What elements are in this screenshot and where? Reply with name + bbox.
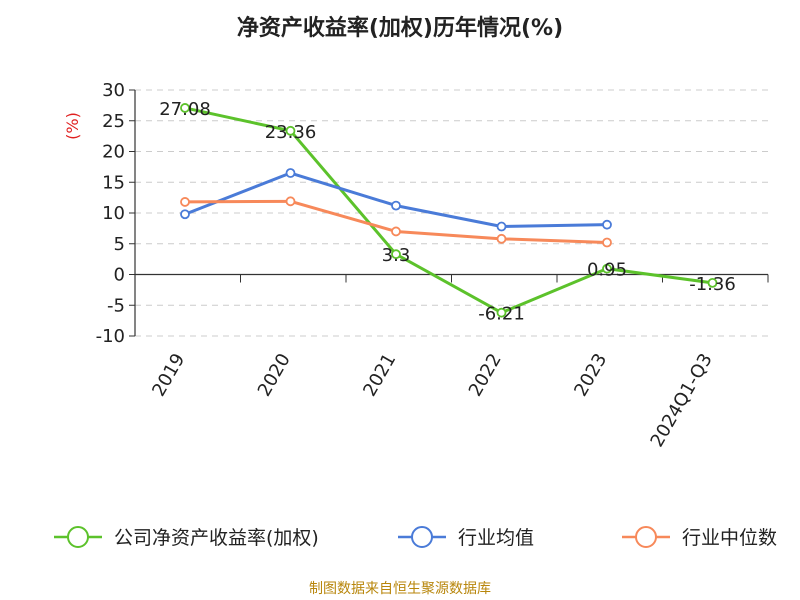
data-point: [391, 200, 401, 211]
data-labels: 27.08 23.36 3.3 -6.21 0.95 -1.36: [159, 99, 736, 325]
x-tick-label: 2022: [465, 350, 506, 400]
legend-circle-icon: [67, 526, 89, 548]
data-label: -6.21: [478, 304, 525, 325]
axes: 30 25 20 15 10 5 0 -5 -10 2019 2020 2021 2022 2023 202…: [96, 80, 769, 451]
data-label: 3.3: [382, 245, 411, 266]
data-label: -1.36: [689, 274, 736, 295]
y-tick-label: 20: [102, 142, 125, 163]
data-point: [285, 125, 296, 136]
legend-item-label: 公司净资产收益率(加权): [114, 527, 319, 549]
y-tick-label: 30: [102, 80, 125, 101]
series-lines: [180, 103, 718, 318]
chart-title: 净资产收益率(加权)历年情况(%): [236, 16, 564, 41]
data-point: [180, 103, 190, 113]
y-tick-label: 25: [102, 111, 125, 132]
data-point: [496, 233, 507, 244]
series-line-2: [184, 171, 608, 229]
data-point: [180, 209, 190, 220]
data-point: [391, 226, 401, 237]
legend: 公司净资产收益率(加权) 行业均值 行业中位数: [54, 526, 777, 549]
data-label: 0.95: [587, 260, 627, 281]
data-point: [602, 237, 612, 248]
legend-circle-icon: [635, 526, 657, 548]
data-label: 27.08: [159, 99, 211, 120]
legend-circle-icon: [411, 526, 433, 548]
y-tick-label: 5: [114, 234, 125, 255]
series-line-1: [184, 106, 713, 315]
legend-item-label: 行业中位数: [682, 527, 777, 549]
y-tick-label: 15: [102, 172, 125, 193]
data-point: [707, 277, 718, 288]
x-tick-label: 2023: [570, 350, 611, 400]
y-tick-label: 10: [102, 203, 125, 224]
y-tick-label: -10: [96, 326, 125, 347]
x-tick-label: 2021: [359, 350, 400, 400]
x-tick-label: 2024Q1-Q3: [647, 350, 717, 451]
y-axis-label: (%): [63, 112, 82, 140]
data-point: [496, 221, 507, 232]
data-point: [602, 263, 612, 274]
data-point: [391, 249, 401, 260]
data-point: [180, 197, 190, 207]
grid-lines: [135, 89, 768, 337]
source-footer: 制图数据来自恒生聚源数据库: [309, 581, 491, 597]
y-tick-label: 0: [114, 265, 125, 286]
data-point: [496, 307, 507, 318]
y-tick-label: -5: [107, 295, 125, 316]
data-label: 23.36: [265, 122, 317, 143]
data-point: [285, 168, 296, 178]
legend-item-label: 行业均值: [458, 527, 534, 549]
x-tick-label: 2019: [148, 350, 189, 400]
data-point: [285, 196, 296, 207]
x-tick-label: 2020: [254, 350, 295, 400]
data-point: [602, 219, 612, 230]
